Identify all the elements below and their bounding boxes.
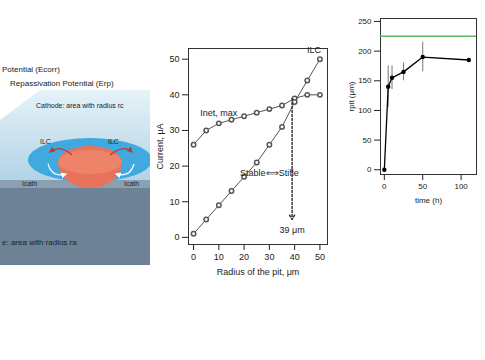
svg-text:30: 30 — [169, 125, 179, 135]
svg-text:Icath: Icath — [124, 180, 139, 187]
svg-text:150: 150 — [358, 76, 372, 85]
svg-text:Current, μA: Current, μA — [155, 123, 165, 169]
svg-text:40: 40 — [169, 90, 179, 100]
svg-text:50: 50 — [169, 54, 179, 64]
svg-text:40: 40 — [290, 252, 300, 262]
svg-text:50: 50 — [418, 182, 427, 191]
svg-text:0: 0 — [174, 232, 179, 242]
svg-text:ILC: ILC — [40, 138, 51, 145]
svg-text:200: 200 — [358, 47, 372, 56]
svg-text:100: 100 — [454, 182, 468, 191]
svg-text:0: 0 — [367, 165, 372, 174]
svg-text:Potential (Ecorr): Potential (Ecorr) — [2, 65, 60, 74]
svg-text:rpit (μm): rpit (μm) — [347, 81, 356, 111]
svg-text:Inet, max: Inet, max — [200, 108, 238, 118]
svg-text:Radius of the pit, μm: Radius of the pit, μm — [217, 267, 300, 277]
svg-text:250: 250 — [358, 17, 372, 26]
svg-text:0: 0 — [382, 182, 387, 191]
svg-text:Repassivation Potential (Erp): Repassivation Potential (Erp) — [10, 79, 114, 88]
svg-text:20: 20 — [239, 252, 249, 262]
svg-text:20: 20 — [169, 161, 179, 171]
svg-text:Stable⟺Stifle: Stable⟺Stifle — [240, 168, 299, 178]
svg-text:50: 50 — [315, 252, 325, 262]
svg-text:e: area with radius ra: e: area with radius ra — [2, 238, 77, 247]
svg-text:30: 30 — [264, 252, 274, 262]
svg-text:100: 100 — [358, 106, 372, 115]
svg-text:10: 10 — [214, 252, 224, 262]
svg-text:ILC: ILC — [108, 138, 119, 145]
svg-text:Cathode: area with radius rc: Cathode: area with radius rc — [36, 102, 124, 109]
svg-text:10: 10 — [169, 197, 179, 207]
svg-text:50: 50 — [363, 136, 372, 145]
svg-text:39 μm: 39 μm — [280, 225, 305, 235]
svg-text:time (h): time (h) — [415, 196, 442, 205]
svg-text:ILC: ILC — [307, 45, 322, 55]
svg-text:0: 0 — [191, 252, 196, 262]
svg-text:Icath: Icath — [22, 180, 37, 187]
